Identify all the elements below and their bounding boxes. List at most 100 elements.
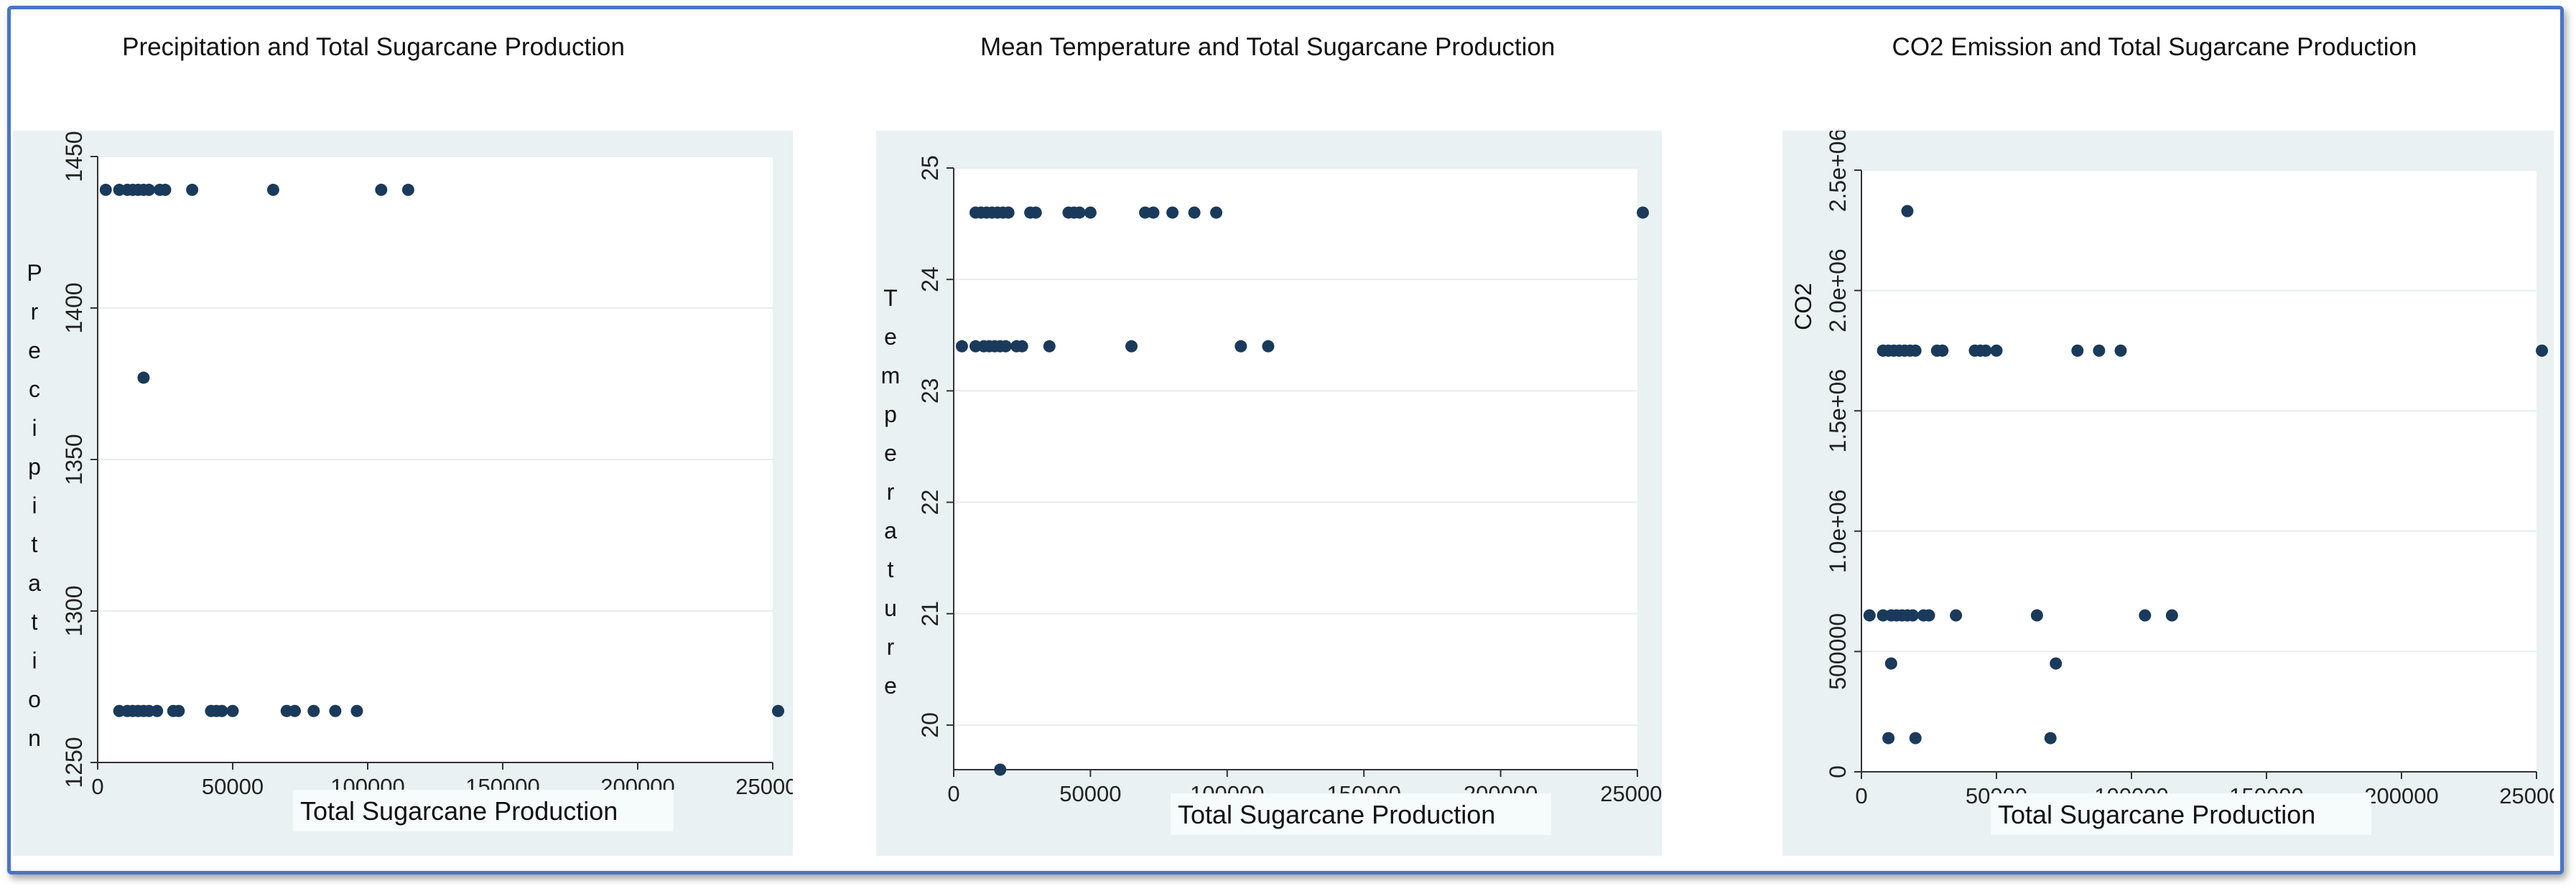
chart-title-temperature: Mean Temperature and Total Sugarcane Pro…: [980, 33, 1556, 61]
data-point: [1043, 340, 1056, 353]
scatter-chart-temperature: 2021222324250500001000001500002000002500…: [878, 155, 1675, 835]
y-tick-label: 0: [1825, 765, 1851, 778]
y-tick-label: 22: [917, 490, 943, 516]
y-tick-label: 1.0e+06: [1825, 490, 1851, 574]
x-axis-label: Total Sugarcane Production: [1178, 800, 1495, 829]
y-tick-label: 23: [917, 378, 943, 404]
data-point: [1884, 657, 1897, 670]
data-point: [2050, 657, 2063, 670]
data-point: [2165, 609, 2178, 622]
data-point: [999, 340, 1012, 353]
data-point: [186, 183, 199, 196]
data-point: [1029, 206, 1042, 219]
data-point: [307, 704, 320, 717]
data-point: [151, 704, 164, 717]
data-point: [99, 183, 112, 196]
data-point: [226, 704, 239, 717]
x-tick-label: 0: [947, 781, 959, 806]
y-tick-label: 1450: [61, 131, 87, 182]
data-point: [1166, 206, 1179, 219]
x-tick-label: 250000: [2499, 783, 2554, 808]
data-point: [1909, 732, 1922, 745]
data-point: [772, 704, 785, 717]
x-tick-label: 0: [91, 774, 103, 799]
y-axis-label: Temperature: [878, 285, 903, 712]
y-tick-label: 21: [917, 601, 943, 627]
data-point: [172, 704, 185, 717]
data-point: [1002, 206, 1015, 219]
y-tick-label: 500000: [1825, 613, 1851, 690]
y-tick-label: 1.5e+06: [1825, 369, 1851, 453]
data-point: [2114, 344, 2127, 357]
data-point: [215, 704, 228, 717]
x-tick-label: 0: [1855, 783, 1867, 808]
y-axis-label: Precipitation: [22, 260, 47, 764]
y-tick-label: 1350: [61, 434, 87, 485]
chart-panel-co2: 05000001.0e+061.5e+062.0e+062.5e+0605000…: [1782, 129, 2574, 856]
y-tick-label: 1250: [61, 737, 87, 788]
data-point: [1234, 340, 1247, 353]
data-point: [1863, 609, 1876, 622]
data-point: [375, 183, 388, 196]
data-point: [1084, 206, 1097, 219]
plot-area: [1861, 170, 2537, 772]
data-point: [1073, 206, 1086, 219]
data-point: [1125, 340, 1138, 353]
data-point: [2139, 609, 2152, 622]
data-point: [142, 183, 155, 196]
x-tick-label: 50000: [1059, 781, 1121, 806]
data-point: [1922, 609, 1935, 622]
data-point: [1936, 344, 1949, 357]
y-tick-label: 24: [917, 266, 943, 292]
data-point: [137, 371, 150, 384]
data-point: [350, 704, 363, 717]
data-point: [329, 704, 342, 717]
data-point: [2071, 344, 2084, 357]
y-tick-label: 1400: [61, 282, 87, 333]
data-point: [1147, 206, 1160, 219]
data-point: [2536, 344, 2549, 357]
x-tick-label: 250000: [1600, 781, 1662, 806]
x-label-box: [1991, 793, 2371, 835]
data-point: [159, 183, 172, 196]
data-point: [1637, 206, 1650, 219]
data-point: [1262, 340, 1275, 353]
x-label-box: [1171, 793, 1551, 835]
data-point: [266, 183, 279, 196]
data-point: [1990, 344, 2003, 357]
data-point: [2030, 609, 2043, 622]
data-point: [401, 183, 414, 196]
data-point: [994, 763, 1007, 776]
scatter-chart-co2: 05000001.0e+061.5e+062.0e+062.5e+0605000…: [1790, 129, 2574, 835]
x-axis-label: Total Sugarcane Production: [1998, 800, 2315, 829]
data-point: [1210, 206, 1223, 219]
chart-title-co2: CO2 Emission and Total Sugarcane Product…: [1892, 33, 2417, 61]
chart-panel-precipitation: 1250 1300 1350 1400 1450 0 50000 100000 150000 20…: [13, 131, 810, 856]
chart-panel-temperature: 2021222324250500001000001500002000002500…: [876, 131, 1675, 856]
data-point: [1901, 205, 1914, 218]
plot-area: [954, 168, 1637, 770]
data-point: [1979, 344, 1992, 357]
x-tick-label: 200000: [2364, 783, 2438, 808]
y-axis-label: CO2: [1790, 283, 1816, 330]
data-point: [1909, 344, 1922, 357]
data-point: [1950, 609, 1963, 622]
data-point: [1906, 609, 1919, 622]
x-label-box: [293, 790, 674, 831]
data-point: [1188, 206, 1201, 219]
x-axis-label: Total Sugarcane Production: [300, 796, 618, 826]
chart-title-precipitation: Precipitation and Total Sugarcane Produc…: [122, 33, 625, 61]
x-tick-label: 50000: [202, 774, 264, 799]
data-point: [1882, 732, 1895, 745]
y-tick-label: 2.5e+06: [1825, 131, 1851, 212]
data-point: [1015, 340, 1028, 353]
y-tick-label: 20: [917, 712, 943, 738]
data-point: [288, 704, 301, 717]
data-point: [955, 340, 968, 353]
x-tick-label: 250000: [735, 774, 793, 799]
y-tick-label: 2.0e+06: [1825, 248, 1851, 332]
data-point: [2044, 732, 2057, 745]
data-point: [2093, 344, 2106, 357]
y-tick-label: 25: [917, 155, 943, 181]
